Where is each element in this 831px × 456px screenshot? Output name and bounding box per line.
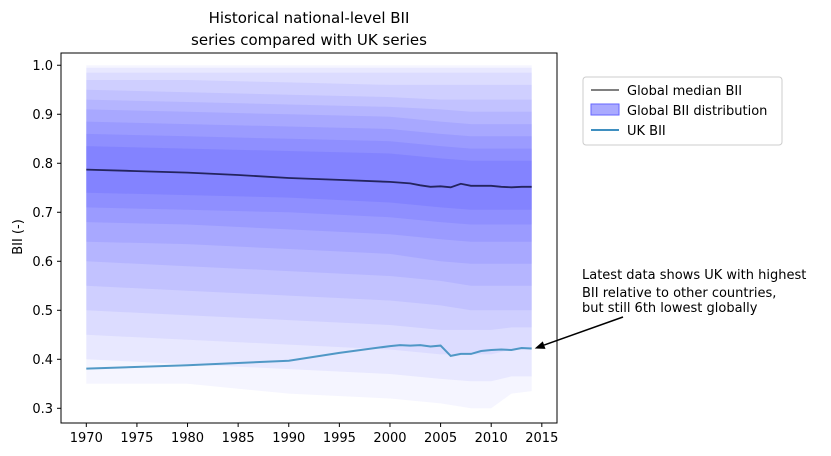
distribution-band-6 [86,109,532,264]
annotation-arrowhead [534,341,546,349]
x-tick-label: 2000 [373,431,406,446]
series-line-uk-bii [86,344,532,370]
legend-label-distribution: Global BII distribution [627,104,767,119]
distribution-band-1 [86,67,532,382]
x-tick-label: 1995 [323,431,356,446]
distribution-band-0 [86,65,532,409]
annotation: Latest data shows UK with highest BII re… [534,268,806,349]
chart-title-line-1: Historical national-level BII [209,9,410,27]
y-tick-label: 1.0 [32,59,53,74]
y-tick-label: 0.6 [32,255,53,270]
x-tick-label: 2010 [475,431,508,446]
distribution-band-7 [86,121,532,242]
x-tick-label: 1990 [272,431,305,446]
annotation-line-3: but still 6th lowest globally [582,301,758,316]
x-tick-label: 1985 [222,431,255,446]
x-tick-label: 2015 [525,431,558,446]
series-line-global-median-bii [86,168,532,189]
y-tick-label: 0.8 [32,157,53,172]
y-tick-label: 0.4 [32,353,53,368]
annotation-line-2: BII relative to other countries, [582,286,776,301]
y-tick-label: 0.7 [32,206,53,221]
distribution-band-2 [86,72,532,355]
y-tick-label: 0.5 [32,304,53,319]
annotation-arrow [543,316,624,346]
chart-title-line-2: series compared with UK series [191,31,427,49]
plot-area [60,52,558,424]
annotation-line-1: Latest data shows UK with highest [582,268,806,283]
legend-label-uk: UK BII [627,124,666,139]
x-tick-label: 1980 [171,431,204,446]
x-axis: 1970 1975 1980 1985 1990 1995 2000 2005 2010 2015 [70,423,558,446]
distribution-band-4 [86,89,532,311]
legend-label-median: Global median BII [627,84,742,99]
legend-swatch-distribution [590,103,620,116]
x-tick-label: 1975 [120,431,153,446]
x-tick-label: 1970 [70,431,103,446]
x-tick-label: 2005 [424,431,457,446]
legend-frame [582,76,783,146]
series-lines [86,168,532,370]
y-tick-label: 0.9 [32,108,53,123]
distribution-band-3 [86,80,532,330]
y-tick-label: 0.3 [32,402,53,417]
chart-title: Historical national-level BII series com… [191,9,427,49]
legend: Global median BII Global BII distributio… [582,76,783,146]
y-axis-label: BII (-) [11,219,26,255]
plot-frame [60,52,558,424]
distribution-band-5 [86,99,532,286]
y-axis: 0.3 0.4 0.5 0.6 0.7 0.8 0.9 1.0 [32,59,61,417]
